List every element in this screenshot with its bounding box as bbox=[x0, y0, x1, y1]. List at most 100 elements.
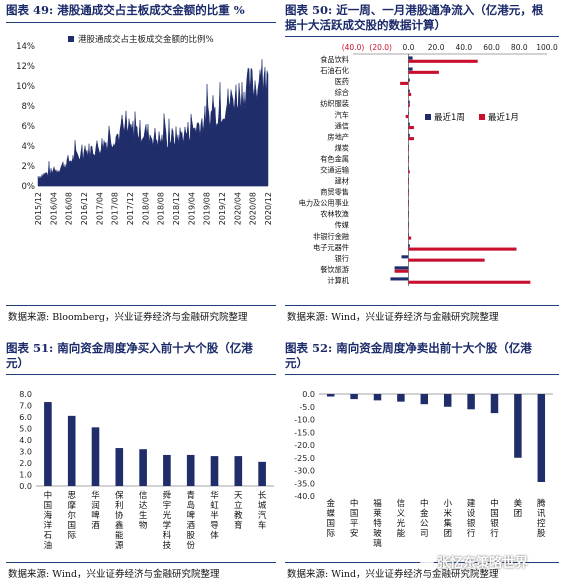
category-label-char: 润 bbox=[91, 500, 100, 511]
category-label-char: 汽 bbox=[258, 510, 267, 521]
category-label-char: 青 bbox=[186, 490, 195, 501]
chart51-divider bbox=[6, 374, 276, 375]
bar bbox=[408, 67, 413, 71]
category-label-char: 城 bbox=[258, 501, 267, 511]
chart49-divider bbox=[6, 22, 276, 23]
bar bbox=[408, 170, 410, 174]
category-label-char: 中 bbox=[350, 498, 359, 509]
bar bbox=[443, 394, 452, 407]
bar bbox=[408, 133, 410, 137]
chart52-source: 数据来源: Wind，兴业证券经济与金融研究院整理 bbox=[287, 569, 499, 580]
watermark-text: 张忆东策略世界 bbox=[437, 556, 529, 571]
category-label-char: 达 bbox=[139, 500, 148, 511]
chart49-title: 图表 49: 港股通成交占主板成交金额的比重 % bbox=[6, 3, 245, 17]
chart50-source: 数据来源: Wind，兴业证券经济与金融研究院整理 bbox=[287, 312, 499, 323]
y-tick-label: 7.0 bbox=[19, 402, 32, 411]
bar bbox=[408, 78, 410, 82]
y-tick-label: 2% bbox=[22, 162, 36, 172]
x-tick-label: 2018/04 bbox=[141, 192, 150, 225]
category-label-char: 舜 bbox=[163, 490, 172, 501]
category-label-char: 国 bbox=[67, 521, 76, 531]
category-label-char: 金 bbox=[420, 508, 429, 519]
y-tick-label: 4.0 bbox=[19, 436, 32, 445]
chart52-divider bbox=[285, 374, 559, 375]
category-label: 银行 bbox=[335, 254, 349, 263]
category-label-char: 利 bbox=[115, 500, 124, 511]
x-tick-label: (20.0) bbox=[369, 43, 392, 52]
y-tick-label: -35.0 bbox=[294, 479, 315, 488]
y-tick-label: 6% bbox=[22, 122, 36, 132]
category-label-char: 国 bbox=[490, 509, 499, 519]
bar bbox=[408, 177, 409, 182]
category-label-char: 保 bbox=[115, 490, 124, 501]
bar bbox=[234, 456, 243, 486]
category-label-char: 导 bbox=[210, 521, 219, 531]
y-tick-label: 0.0 bbox=[19, 482, 32, 491]
chart52-title-line1: 图表 52: 南向资金周度净卖出前十大个股（亿港 bbox=[285, 341, 532, 355]
y-tick-label: 4% bbox=[22, 142, 36, 152]
x-tick-label: 2020/04 bbox=[233, 192, 242, 225]
bar bbox=[408, 111, 409, 115]
x-tick-label: 2018/08 bbox=[157, 192, 166, 225]
bar bbox=[390, 277, 409, 281]
y-tick-label: -20.0 bbox=[294, 441, 315, 450]
category-label-char: 协 bbox=[115, 510, 124, 521]
category-label-char: 技 bbox=[163, 540, 172, 551]
bar bbox=[408, 244, 410, 248]
category-label-char: 海 bbox=[44, 510, 53, 521]
category-label-char: 际 bbox=[67, 531, 76, 541]
y-tick-label: 0.0 bbox=[302, 390, 315, 399]
category-label-char: 天 bbox=[234, 491, 243, 501]
bar bbox=[401, 255, 409, 259]
bar bbox=[467, 394, 475, 410]
legend-label: 最近1月 bbox=[488, 112, 519, 123]
category-label-char: 福 bbox=[373, 498, 382, 509]
x-tick-label: 20.0 bbox=[428, 43, 445, 52]
chart50-title-line2: 据十大活跃成交股的数据计算） bbox=[285, 18, 446, 32]
bar bbox=[408, 211, 409, 215]
chart49-divider-bottom bbox=[6, 305, 276, 306]
category-label-char: 建 bbox=[467, 498, 476, 509]
category-label-char: 股 bbox=[186, 531, 195, 541]
y-tick-label: 10% bbox=[16, 82, 35, 92]
y-tick-label: 6.0 bbox=[19, 413, 32, 422]
x-tick-label: 2016/08 bbox=[65, 192, 74, 225]
y-tick-label: -25.0 bbox=[294, 454, 315, 463]
category-label-char: 石 bbox=[44, 531, 53, 541]
category-label: 交通运输 bbox=[320, 166, 349, 175]
bar bbox=[91, 427, 100, 486]
bar bbox=[408, 137, 414, 141]
x-tick-label: 80.0 bbox=[511, 43, 528, 52]
category-label-char: 酒 bbox=[91, 521, 100, 531]
bar bbox=[139, 449, 147, 486]
category-label-char: 油 bbox=[44, 540, 53, 551]
category-label-group: 美团 bbox=[514, 498, 523, 519]
category-label-char: 义 bbox=[397, 509, 406, 519]
wechat-icon bbox=[420, 557, 434, 570]
category-label-char: 国 bbox=[326, 519, 335, 529]
y-tick-label: 2.0 bbox=[19, 459, 32, 468]
y-tick-label: 5.0 bbox=[19, 425, 32, 434]
x-tick-label: 2019/08 bbox=[203, 192, 212, 225]
category-label: 石油石化 bbox=[320, 66, 349, 75]
category-label: 食品饮料 bbox=[320, 55, 349, 64]
y-tick-label: 8% bbox=[22, 102, 36, 112]
category-label-char: 国 bbox=[350, 509, 359, 519]
bar bbox=[537, 394, 546, 482]
category-label-char: 立 bbox=[234, 500, 243, 511]
y-tick-label: -5.0 bbox=[299, 403, 315, 412]
category-label-char: 腾 bbox=[537, 498, 546, 509]
x-tick-label: 2017/12 bbox=[126, 192, 135, 225]
category-label-char: 物 bbox=[139, 520, 148, 531]
category-label-char: 集 bbox=[443, 518, 452, 529]
category-label: 综合 bbox=[335, 88, 349, 97]
category-label-char: 美 bbox=[514, 498, 523, 509]
bar bbox=[408, 89, 410, 93]
bar bbox=[420, 394, 429, 405]
